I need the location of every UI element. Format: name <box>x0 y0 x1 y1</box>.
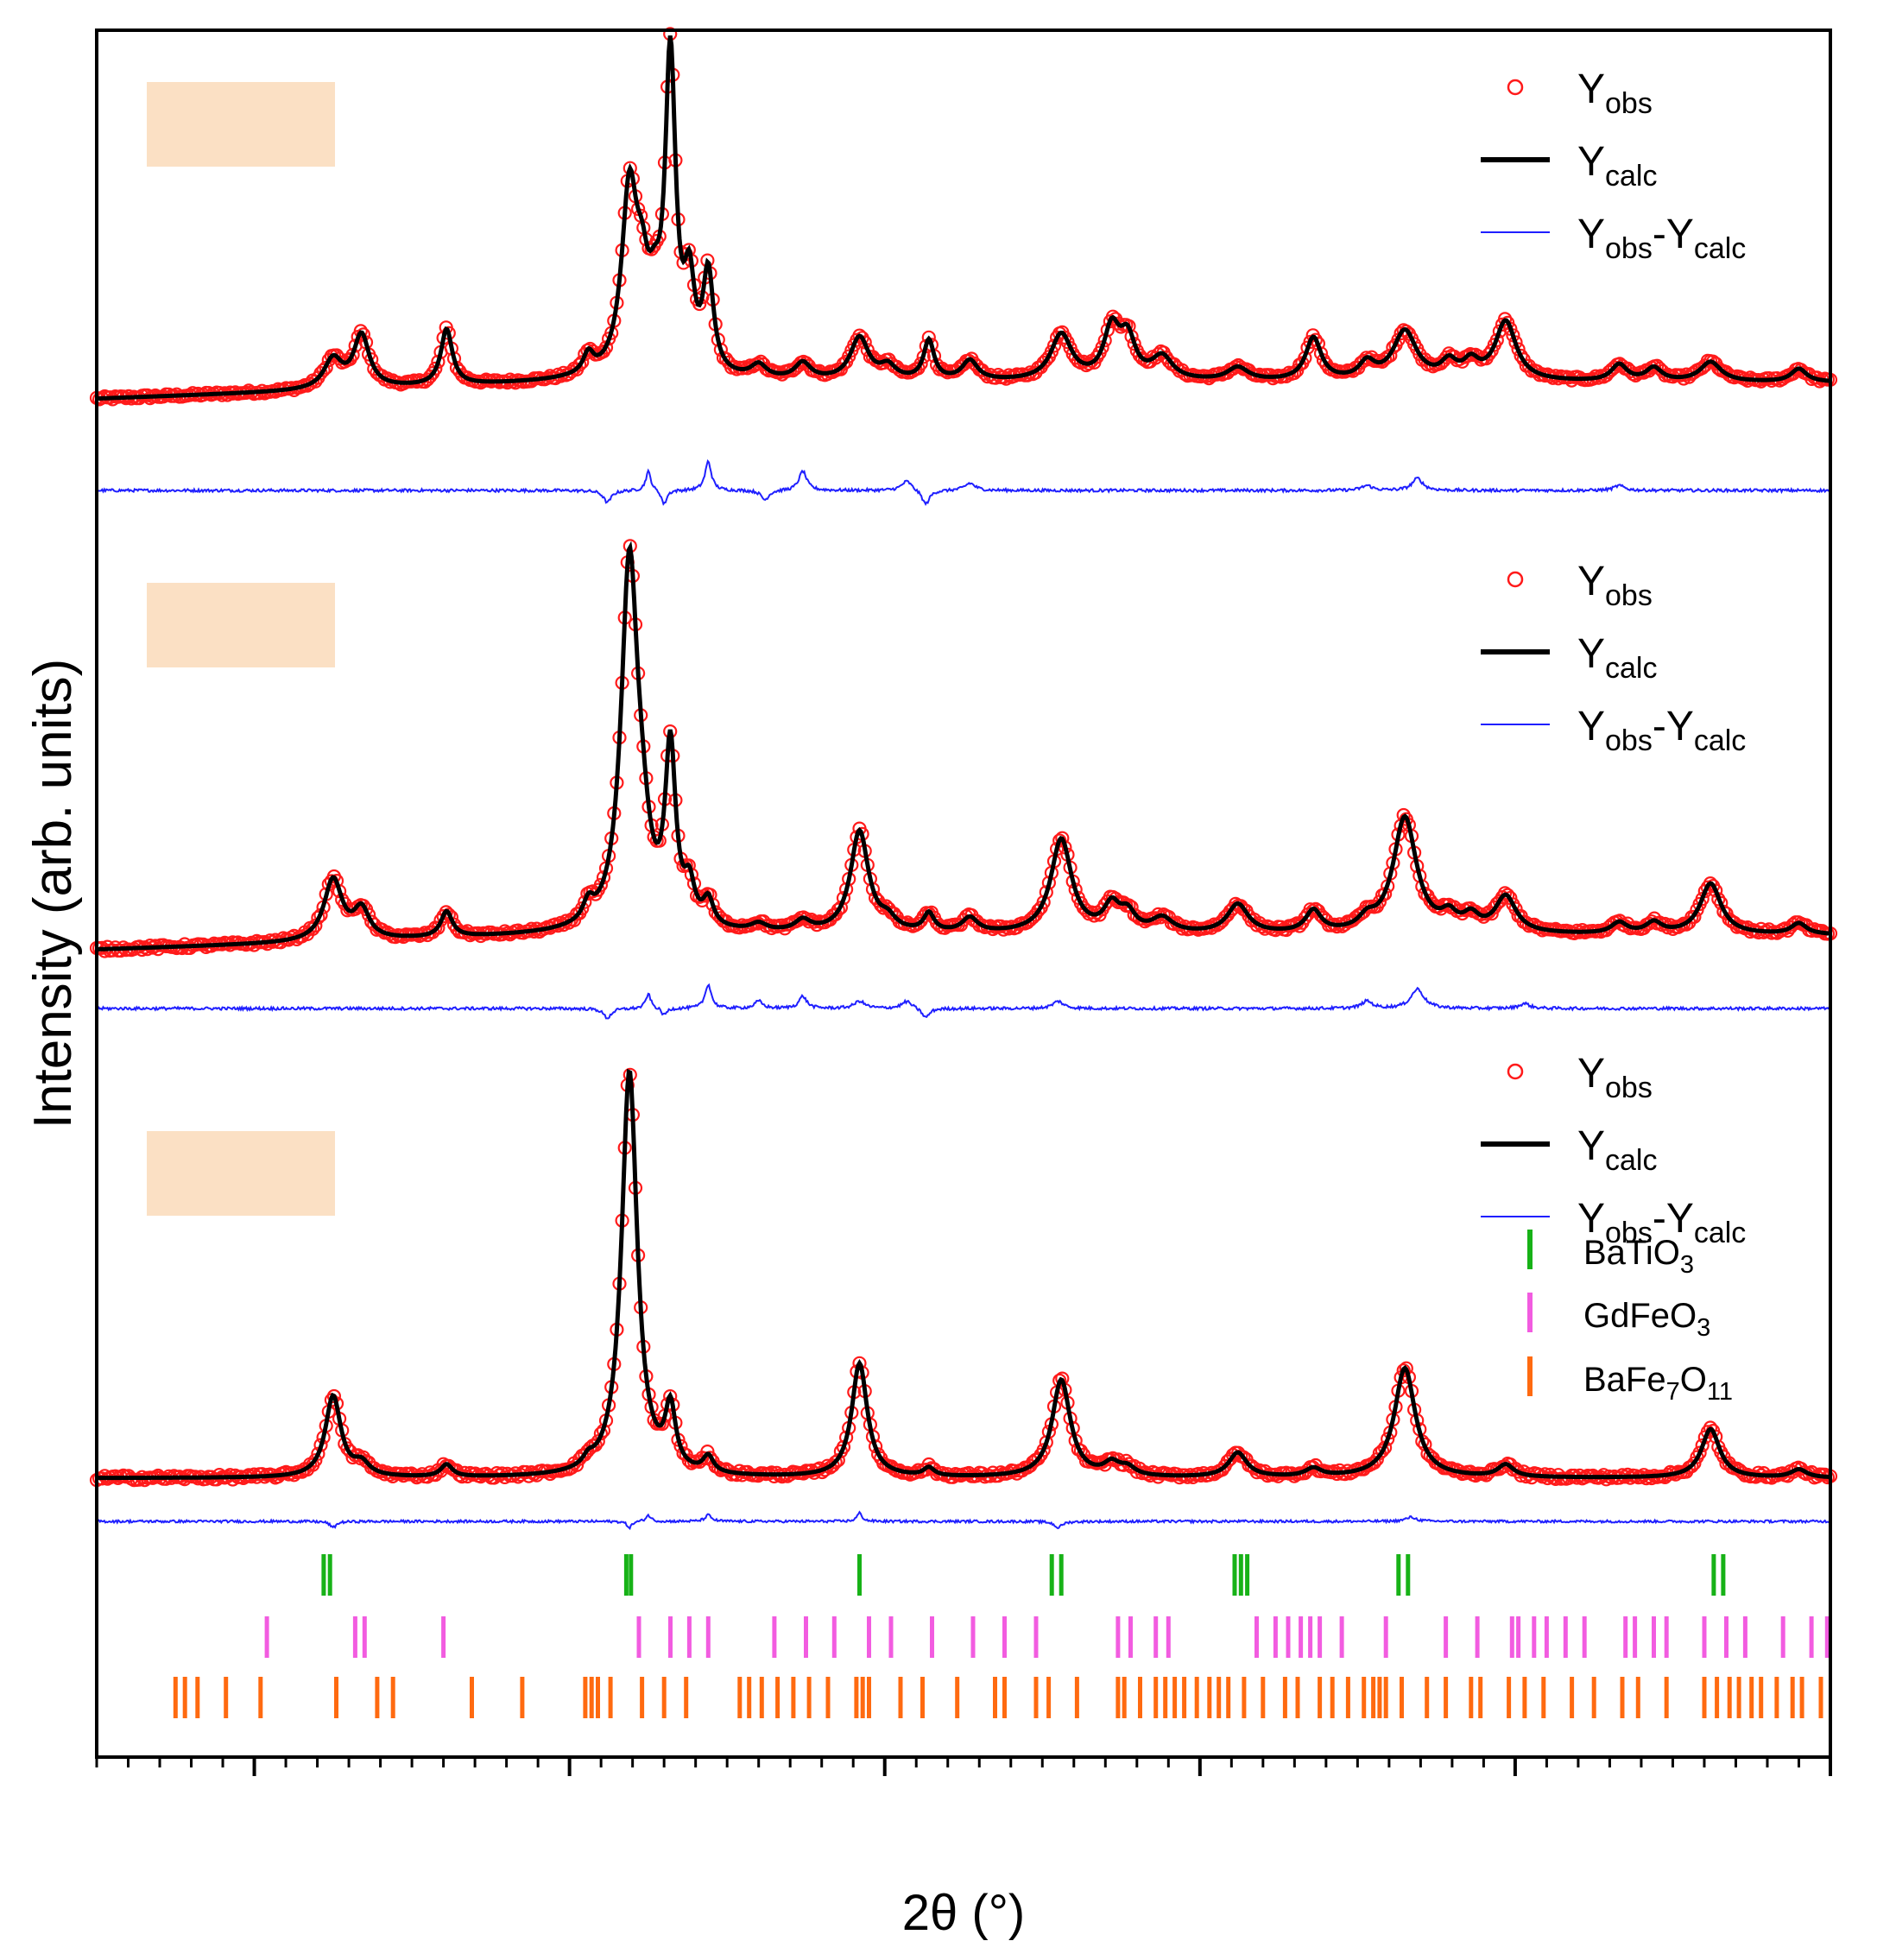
observed-point <box>431 920 446 935</box>
legend-observed-sub: obs <box>1605 579 1653 612</box>
legend-difference-label: Yobs-Ycalc <box>1577 704 1746 757</box>
legend-calculated-sub: calc <box>1605 160 1657 193</box>
legend-phase-sub: 3 <box>1680 1251 1694 1279</box>
x-axis <box>95 1757 1832 1776</box>
observed-point <box>1692 1445 1707 1460</box>
legend-observed-label: Yobs <box>1577 559 1653 612</box>
legend-calculated-label: Ycalc <box>1577 631 1657 685</box>
observed-point <box>1599 1472 1614 1487</box>
observed-point <box>306 921 320 937</box>
legend-observed-main: Y <box>1577 66 1605 112</box>
calculated-line <box>97 1068 1830 1481</box>
observed-point <box>831 902 845 917</box>
plot-frame <box>95 28 1832 1759</box>
observed-point <box>575 355 590 370</box>
legend-difference-sub-1: obs <box>1605 232 1653 265</box>
legend-difference-main-2: Y <box>1666 704 1694 749</box>
legend-difference-label: Yobs-Ycalc <box>1577 212 1746 265</box>
legend-difference-sub-2: calc <box>1694 724 1746 757</box>
legend-calculated-main: Y <box>1577 631 1605 677</box>
observed-point <box>874 897 888 913</box>
legend-observed-marker <box>1507 1063 1524 1080</box>
observed-point <box>591 1434 605 1449</box>
legend-phase-main: BaTiO <box>1583 1234 1680 1272</box>
pattern-25gig <box>89 1067 1838 1531</box>
legend-phase-label-bafe7o11: BaFe7O11 <box>1583 1361 1733 1406</box>
x-axis-title: 2θ (°) <box>902 1885 1025 1941</box>
observed-point <box>1503 890 1518 906</box>
phase-ticks-batio3 <box>321 1554 1726 1596</box>
legend-difference-sub-1: obs <box>1605 1217 1653 1249</box>
legend-calculated-label: Ycalc <box>1577 1123 1657 1177</box>
calculated-line <box>96 541 1831 952</box>
legend-phase-label-gdfeo3: GdFeO3 <box>1583 1297 1710 1342</box>
observed-point <box>308 1453 323 1468</box>
observed-point <box>727 359 742 374</box>
legend-difference-main-2: Y <box>1666 1196 1694 1242</box>
plot-content <box>89 27 1838 1718</box>
legend-phase-sub-1: 7 <box>1666 1378 1680 1406</box>
legend-difference-sub-2: calc <box>1694 232 1746 265</box>
difference-line <box>96 983 1831 1020</box>
observed-point <box>1375 1444 1390 1458</box>
pattern-50gig <box>89 539 1838 1020</box>
observed-point <box>428 361 443 376</box>
calculated-line <box>96 35 1831 401</box>
legend-calculated-sub: calc <box>1605 652 1657 685</box>
observed-point <box>692 296 707 312</box>
difference-line <box>96 1510 1831 1531</box>
phase-ticks-bafe7o11 <box>173 1677 1823 1718</box>
legend-difference-dash: - <box>1653 212 1666 257</box>
legend-difference-sub-1: obs <box>1605 724 1653 757</box>
legend-phase-mid: O <box>1680 1361 1707 1399</box>
legend-phase-sub-2: 11 <box>1707 1378 1733 1406</box>
legend-difference-main-1: Y <box>1577 704 1605 749</box>
legend-observed-main: Y <box>1577 559 1605 604</box>
legend-observed-label: Yobs <box>1577 66 1653 120</box>
legend-phase-main: BaFe <box>1583 1361 1666 1399</box>
legend-phase-main: GdFeO <box>1583 1297 1697 1335</box>
legend-observed-main: Y <box>1577 1051 1605 1097</box>
legend-difference-main-1: Y <box>1577 1196 1605 1242</box>
legend-layer: YobsYcalcYobs-YcalcYobsYcalcYobs-YcalcYo… <box>1481 66 1746 1406</box>
legend-difference-dash: - <box>1653 704 1666 749</box>
legend-phase-sub: 3 <box>1697 1314 1710 1342</box>
legend-difference-main-1: Y <box>1577 212 1605 257</box>
legend-calculated-main: Y <box>1577 139 1605 185</box>
legend-observed-sub: obs <box>1605 87 1653 120</box>
legend-difference-main-2: Y <box>1666 212 1694 257</box>
y-axis-title: Intensity (arb. units) <box>23 659 83 1129</box>
legend-difference-label: Yobs-Ycalc <box>1577 1196 1746 1249</box>
legend-observed-marker <box>1507 79 1524 96</box>
observed-point <box>1709 883 1723 898</box>
legend-phase-label-batio3: BaTiO3 <box>1583 1234 1694 1279</box>
pattern-75gig <box>89 27 1838 507</box>
observed-point <box>1055 831 1070 845</box>
observed-point <box>828 1455 843 1470</box>
sample-label-box <box>147 1131 335 1216</box>
observed-point <box>311 1446 325 1461</box>
legend-calculated-main: Y <box>1577 1123 1605 1169</box>
legend-difference-sub-2: calc <box>1694 1217 1746 1249</box>
phase-ticks-gdfeo3 <box>264 1616 1830 1658</box>
legend-calculated-label: Ycalc <box>1577 139 1657 193</box>
sample-label-box <box>147 583 335 667</box>
sample-label-box <box>147 82 335 167</box>
legend-calculated-sub: calc <box>1605 1144 1657 1177</box>
legend-observed-marker <box>1507 571 1524 588</box>
observed-point <box>593 877 609 893</box>
observed-point <box>353 324 368 338</box>
legend-observed-label: Yobs <box>1577 1051 1653 1104</box>
difference-line <box>96 458 1831 507</box>
legend-observed-sub: obs <box>1605 1072 1653 1104</box>
legend-difference-dash: - <box>1653 1196 1666 1242</box>
